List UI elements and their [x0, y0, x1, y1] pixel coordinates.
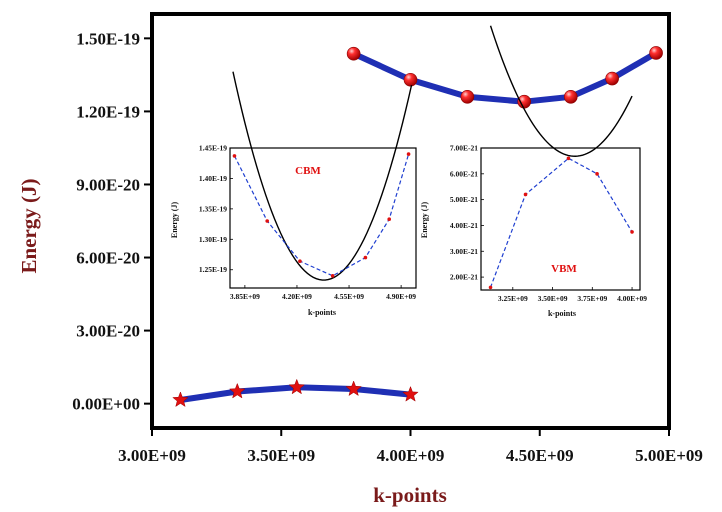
inset-vbm-x-tick-label: 4.00E+09	[617, 294, 647, 303]
inset-cbm-x-tick-label: 4.90E+09	[386, 292, 416, 301]
main-y-axis: 0.00E+00 3.00E-20 6.00E-20 9.00E-20 1.20E-19…	[72, 29, 152, 414]
inset-vbm-series	[488, 25, 634, 290]
vbm-point	[229, 382, 246, 399]
inset-vbm-data-point	[523, 192, 528, 197]
x-tick-label: 3.00E+09	[118, 446, 186, 465]
inset-vbm-x-tick-label: 3.75E+09	[577, 294, 607, 303]
inset-vbm-data-point	[566, 156, 571, 161]
x-tick-label: 3.50E+09	[247, 446, 315, 465]
inset-vbm-x-tick-label: 3.50E+09	[538, 294, 568, 303]
inset-cbm-data-point	[363, 255, 368, 260]
y-tick-label: 9.00E-20	[76, 175, 140, 194]
inset-vbm-frame	[480, 147, 641, 291]
vbm-point	[288, 378, 306, 395]
inset-vbm-data-point	[630, 230, 634, 234]
inset-cbm-data-point	[330, 274, 335, 278]
inset-vbm-axes: 2.00E-21 3.00E-21 4.00E-21 5.00E-21 6.00E-21…	[450, 144, 647, 304]
x-tick-label: 4.00E+09	[377, 446, 445, 465]
y-tick-label: 1.50E-19	[76, 29, 140, 48]
inset-cbm-y-tick-label: 1.30E-19	[199, 235, 227, 244]
inset-cbm-y-tick-label: 1.40E-19	[199, 174, 227, 183]
inset-cbm: 1.25E-19 1.30E-19 1.35E-19 1.40E-19 1.45E-19…	[170, 71, 417, 317]
inset-cbm-x-tick-label: 4.55E+09	[334, 292, 364, 301]
inset-vbm-fit-curve	[489, 25, 633, 157]
vbm-point	[172, 391, 189, 408]
inset-vbm-y-title: Energy (J)	[420, 202, 429, 239]
vbm-point	[345, 380, 362, 397]
inset-vbm-dashed-line	[489, 157, 633, 288]
inset-vbm-x-title: k-points	[548, 309, 576, 318]
inset-cbm-data-point	[406, 152, 411, 156]
main-series-group	[172, 46, 663, 408]
inset-cbm-series	[232, 71, 413, 281]
cbm-point	[605, 71, 619, 86]
main-x-axis: 3.00E+09 3.50E+09 4.00E+09 4.50E+09 5.00E+09	[118, 428, 703, 465]
inset-cbm-data-point	[298, 259, 302, 264]
y-axis-title: Energy (J)	[17, 178, 41, 273]
y-tick-label: 3.00E-20	[76, 322, 140, 341]
x-tick-label: 4.50E+09	[506, 446, 574, 465]
inset-cbm-y-tick-label: 1.35E-19	[199, 204, 227, 213]
x-axis-title: k-points	[373, 483, 447, 507]
inset-cbm-data-point	[232, 154, 237, 158]
inset-vbm-y-tick-label: 4.00E-21	[450, 221, 478, 230]
vbm-point	[402, 385, 419, 402]
inset-vbm: 2.00E-21 3.00E-21 4.00E-21 5.00E-21 6.00E-21…	[420, 25, 647, 318]
inset-cbm-y-tick-label: 1.25E-19	[199, 265, 227, 274]
inset-vbm-label: VBM	[551, 263, 577, 275]
inset-vbm-y-tick-label: 3.00E-21	[450, 247, 478, 256]
inset-cbm-fit-curve	[232, 71, 413, 281]
inset-cbm-y-tick-label: 1.45E-19	[199, 144, 227, 153]
inset-vbm-y-tick-label: 5.00E-21	[450, 195, 478, 204]
inset-cbm-y-title: Energy (J)	[170, 202, 179, 239]
y-tick-label: 6.00E-20	[76, 249, 140, 268]
inset-cbm-data-point	[387, 217, 392, 222]
y-tick-label: 0.00E+00	[72, 395, 140, 414]
inset-cbm-label: CBM	[295, 165, 321, 177]
inset-cbm-x-tick-label: 4.20E+09	[282, 292, 312, 301]
cbm-point	[563, 90, 578, 104]
inset-cbm-axes: 1.25E-19 1.30E-19 1.35E-19 1.40E-19 1.45E-19…	[199, 144, 416, 302]
cbm-point	[649, 46, 663, 60]
x-tick-label: 5.00E+09	[635, 446, 703, 465]
inset-vbm-x-tick-label: 3.25E+09	[498, 294, 528, 303]
inset-vbm-data-point	[488, 285, 493, 290]
inset-cbm-frame	[229, 147, 417, 289]
inset-vbm-y-tick-label: 7.00E-21	[450, 144, 478, 153]
inset-vbm-y-tick-label: 6.00E-21	[450, 169, 478, 178]
y-tick-label: 1.20E-19	[76, 102, 140, 121]
cbm-point	[346, 46, 361, 61]
inset-cbm-data-point	[265, 219, 270, 223]
inset-cbm-x-title: k-points	[308, 308, 336, 317]
cbm-point	[403, 72, 418, 87]
inset-vbm-data-point	[595, 172, 599, 176]
cbm-point	[460, 90, 475, 104]
inset-vbm-y-tick-label: 2.00E-21	[450, 273, 478, 282]
inset-cbm-x-tick-label: 3.85E+09	[230, 292, 260, 301]
